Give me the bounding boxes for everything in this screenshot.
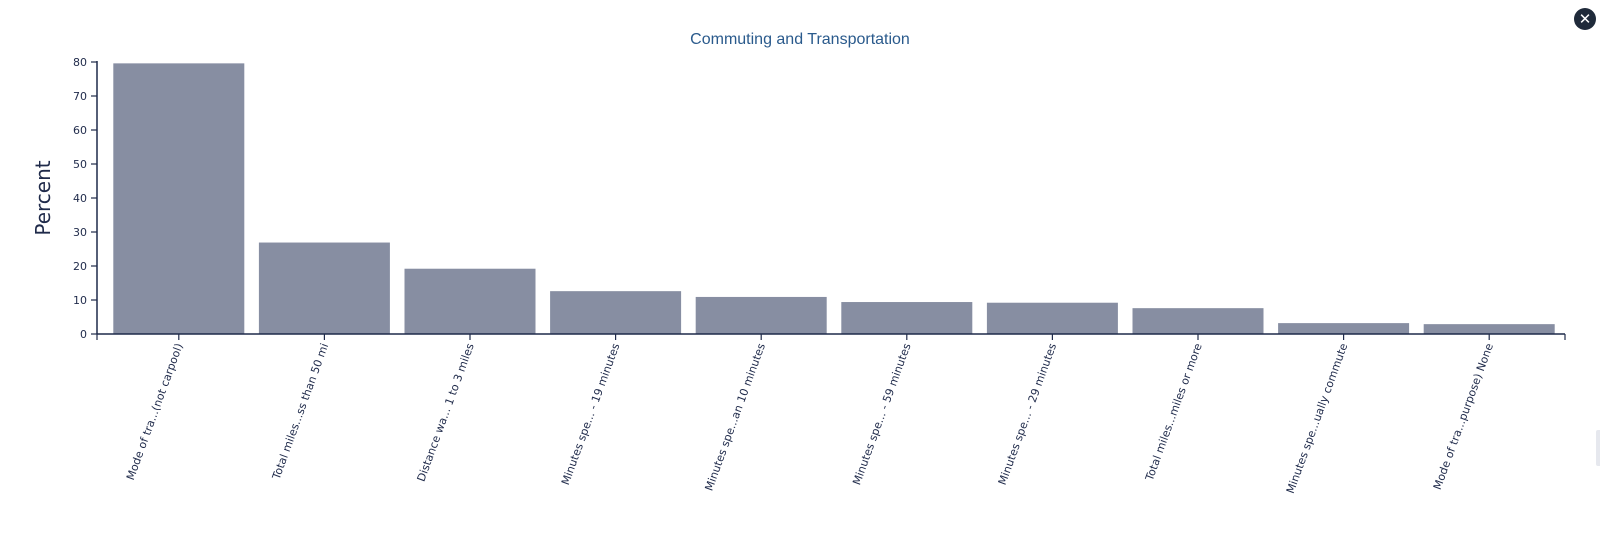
y-axis: 0 10 20 30 40 50 60 70 80 xyxy=(73,56,98,341)
y-tick-label: 80 xyxy=(73,56,87,69)
side-scroll-tab[interactable] xyxy=(1596,430,1600,466)
bar[interactable] xyxy=(986,302,1118,334)
bar[interactable] xyxy=(1132,308,1264,334)
x-tick-label: Total miles...miles or more xyxy=(1143,341,1205,483)
x-tick-label: Minutes spe... - 29 minutes xyxy=(996,341,1060,486)
bars-group xyxy=(113,63,1555,335)
close-button[interactable]: ✕ xyxy=(1574,8,1596,30)
y-tick-label: 70 xyxy=(73,90,87,103)
y-tick-label: 10 xyxy=(73,294,87,307)
bar[interactable] xyxy=(1423,324,1555,334)
y-tick-label: 40 xyxy=(73,192,87,205)
y-tick-label: 60 xyxy=(73,124,87,137)
bar[interactable] xyxy=(258,242,390,334)
x-tick-label: Mode of tra...(not carpool) xyxy=(124,342,186,482)
bar[interactable] xyxy=(695,296,827,334)
x-tick-label: Distance wa... 1 to 3 miles xyxy=(415,341,477,483)
y-tick-label: 20 xyxy=(73,260,87,273)
x-tick-label: Minutes spe...an 10 minutes xyxy=(702,341,768,492)
x-axis: Mode of tra...(not carpool) Total miles..… xyxy=(96,333,1566,495)
x-tick-label: Minutes spe...ually commute xyxy=(1284,341,1351,495)
y-tick-label: 30 xyxy=(73,226,87,239)
bar[interactable] xyxy=(404,268,536,334)
bar[interactable] xyxy=(1278,323,1410,334)
x-tick-label: Total miles...ss than 50 mi xyxy=(270,342,332,482)
bar[interactable] xyxy=(113,63,245,335)
x-tick-label: Minutes spe... - 59 minutes xyxy=(850,341,914,486)
y-tick-label: 0 xyxy=(80,328,87,341)
close-icon: ✕ xyxy=(1578,10,1592,28)
chart-title: Commuting and Transportation xyxy=(690,31,910,48)
x-tick-label: Mode of tra...purpose) None xyxy=(1431,341,1496,491)
y-axis-label: Percent xyxy=(31,160,55,235)
x-tick-label: Minutes spe... - 19 minutes xyxy=(559,341,623,486)
y-tick-label: 50 xyxy=(73,158,87,171)
bar[interactable] xyxy=(841,302,973,334)
bar[interactable] xyxy=(550,291,682,334)
